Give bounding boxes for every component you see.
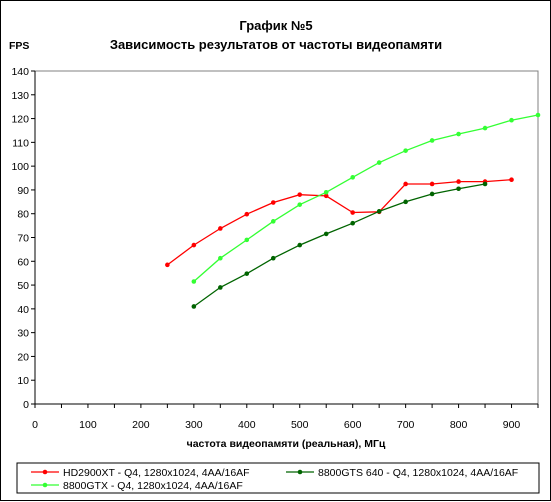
data-point xyxy=(376,209,382,214)
chart-title: График №5 xyxy=(239,18,312,33)
series-line-3 xyxy=(193,114,539,282)
y-tick-label: 60 xyxy=(17,256,29,268)
series-line-2 xyxy=(193,183,486,308)
data-point xyxy=(191,242,197,248)
data-point xyxy=(191,279,197,284)
data-point xyxy=(456,179,461,184)
data-point xyxy=(323,193,329,199)
data-point xyxy=(429,181,435,187)
y-tick-label: 30 xyxy=(17,328,29,340)
data-point xyxy=(456,186,461,192)
data-point xyxy=(297,242,303,248)
legend-marker-1 xyxy=(42,469,48,475)
x-tick-label: 0 xyxy=(32,419,38,431)
legend-label-1: HD2900XT - Q4, 1280x1024, 4AA/16AF xyxy=(63,467,250,479)
plot-area: 0 10 20 30 40 50 60 70 80 90 100 110 120 130 140 0 100 20… xyxy=(11,66,541,431)
data-point xyxy=(456,131,461,137)
data-point xyxy=(323,231,329,237)
data-point xyxy=(403,199,408,205)
series-line-1 xyxy=(167,179,512,266)
data-point xyxy=(270,255,276,261)
y-axis-label: FPS xyxy=(9,40,29,52)
x-tick-label: 400 xyxy=(238,419,256,431)
plot-border xyxy=(34,70,539,405)
data-point xyxy=(535,112,541,118)
data-point xyxy=(482,181,488,187)
legend: HD2900XT - Q4, 1280x1024, 4AA/16AF 8800GT… xyxy=(16,462,540,494)
y-tick-label: 140 xyxy=(11,66,29,78)
legend-marker-2 xyxy=(297,469,303,475)
x-tick-label: 900 xyxy=(503,419,521,431)
data-point xyxy=(350,220,355,226)
data-point xyxy=(482,125,488,131)
data-point xyxy=(297,202,303,207)
legend-label-3: 8800GTX - Q4, 1280x1024, 4AA/16AF xyxy=(63,480,243,492)
data-point xyxy=(218,255,223,261)
y-tick-label: 80 xyxy=(17,209,29,221)
x-tick-label: 800 xyxy=(450,419,468,431)
y-tick-label: 20 xyxy=(17,351,29,363)
y-tick-label: 10 xyxy=(17,375,29,387)
data-point xyxy=(403,181,408,187)
data-point xyxy=(429,138,435,143)
y-tick-label: 70 xyxy=(17,233,29,245)
data-point xyxy=(244,211,250,217)
data-point xyxy=(218,226,223,231)
x-tick-label: 600 xyxy=(344,419,362,431)
y-tick-label: 110 xyxy=(12,137,29,149)
data-point xyxy=(218,285,223,290)
data-point xyxy=(297,192,303,197)
data-point xyxy=(350,175,355,180)
data-point xyxy=(376,160,382,165)
x-tick-label: 300 xyxy=(185,419,203,431)
y-tick-label: 50 xyxy=(17,280,29,292)
y-tick-label: 120 xyxy=(11,114,29,126)
legend-box xyxy=(16,462,540,494)
x-tick-label: 200 xyxy=(132,419,150,431)
data-point xyxy=(403,148,408,153)
data-point xyxy=(509,177,514,183)
legend-marker-3 xyxy=(42,482,48,488)
y-tick-label: 40 xyxy=(17,304,29,316)
y-tick-label: 90 xyxy=(17,185,29,197)
data-point xyxy=(165,262,170,268)
x-tick-label: 500 xyxy=(291,419,309,431)
data-point xyxy=(244,271,250,276)
data-point xyxy=(509,117,514,123)
legend-label-2: 8800GTS 640 - Q4, 1280x1024, 4AA/16AF xyxy=(318,467,518,479)
x-tick-label: 700 xyxy=(397,419,415,431)
data-point xyxy=(270,200,276,205)
chart-subtitle: Зависимость результатов от частоты видео… xyxy=(110,37,442,52)
data-point xyxy=(429,191,435,197)
data-point xyxy=(244,237,250,243)
data-point xyxy=(323,190,329,195)
x-tick-label: 100 xyxy=(79,419,97,431)
y-tick-label: 130 xyxy=(11,90,29,102)
data-point xyxy=(350,210,355,215)
data-point xyxy=(191,304,197,309)
x-axis-label: частота видеопамяти (реальная), МГц xyxy=(187,438,386,450)
data-point xyxy=(270,219,276,224)
y-tick-label: 0 xyxy=(23,399,29,411)
y-tick-label: 100 xyxy=(11,161,29,173)
